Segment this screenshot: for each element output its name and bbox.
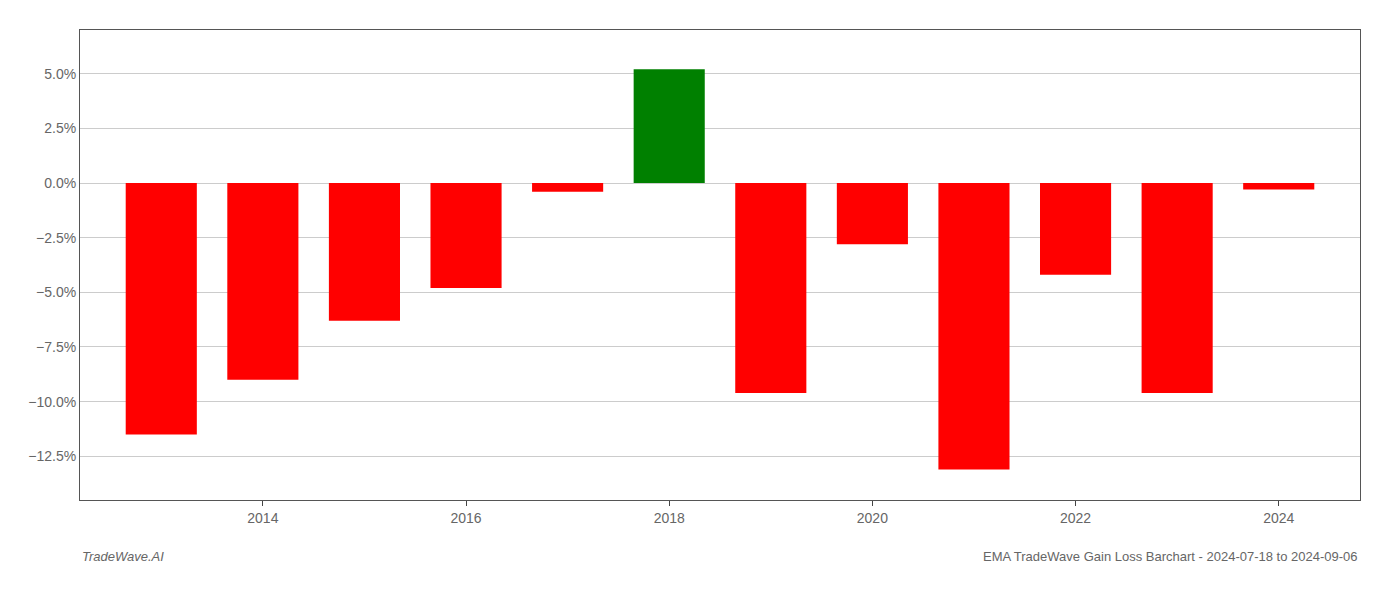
- svg-text:2020: 2020: [857, 510, 888, 526]
- svg-text:5.0%: 5.0%: [44, 66, 76, 82]
- svg-text:2.5%: 2.5%: [44, 120, 76, 136]
- svg-text:−10.0%: −10.0%: [28, 394, 76, 410]
- svg-text:−2.5%: −2.5%: [36, 230, 76, 246]
- svg-text:−5.0%: −5.0%: [36, 284, 76, 300]
- svg-text:2016: 2016: [450, 510, 481, 526]
- svg-text:2018: 2018: [654, 510, 685, 526]
- svg-text:TradeWave.AI: TradeWave.AI: [82, 549, 164, 564]
- svg-text:−12.5%: −12.5%: [28, 448, 76, 464]
- svg-text:2022: 2022: [1060, 510, 1091, 526]
- svg-text:2024: 2024: [1263, 510, 1294, 526]
- svg-text:2014: 2014: [247, 510, 278, 526]
- svg-text:−7.5%: −7.5%: [36, 339, 76, 355]
- svg-text:0.0%: 0.0%: [44, 175, 76, 191]
- svg-text:EMA TradeWave Gain Loss Barcha: EMA TradeWave Gain Loss Barchart - 2024-…: [983, 549, 1358, 564]
